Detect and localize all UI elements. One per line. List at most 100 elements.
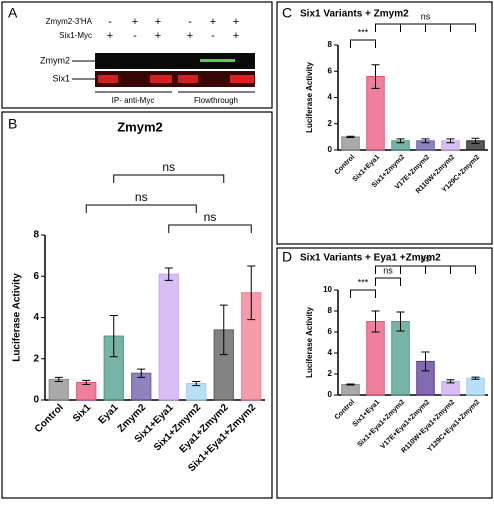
bracket bbox=[168, 224, 252, 233]
error-bar bbox=[192, 380, 201, 387]
y-tick-label: 4 bbox=[328, 93, 333, 102]
error-bar bbox=[471, 137, 480, 144]
chart-title: Six1 Variants + Zmym2 bbox=[300, 9, 409, 20]
chart-title: Zmym2 bbox=[117, 119, 163, 134]
blot-band bbox=[95, 53, 175, 69]
y-tick-label: 6 bbox=[328, 327, 333, 336]
error-bar bbox=[82, 379, 91, 386]
bar bbox=[158, 273, 179, 401]
error-bar bbox=[346, 135, 355, 139]
error-bar bbox=[371, 64, 380, 89]
sign: + bbox=[233, 16, 239, 28]
error-bar bbox=[396, 311, 405, 332]
sign: + bbox=[132, 16, 138, 28]
panel-a-frame bbox=[1, 1, 273, 109]
bar bbox=[391, 321, 410, 396]
x-tick-label: Eya1 bbox=[96, 402, 121, 427]
y-tick-label: 0 bbox=[33, 395, 39, 406]
panel-b-frame bbox=[1, 111, 273, 499]
row-label: Zmym2-3'HA bbox=[46, 17, 93, 26]
section-label: IP- anti-Myc bbox=[112, 96, 155, 105]
x-tick-label: Six1+Eya1+Zmym2 bbox=[356, 399, 406, 449]
band-label: Six1 bbox=[52, 73, 70, 83]
blot-signal bbox=[178, 75, 198, 83]
annotation: *** bbox=[358, 277, 369, 287]
panel-c-frame bbox=[276, 1, 493, 245]
y-tick-label: 4 bbox=[328, 348, 333, 357]
y-tick-label: 2 bbox=[33, 353, 39, 364]
sign: - bbox=[188, 16, 192, 28]
sign: + bbox=[155, 16, 161, 28]
sign: + bbox=[107, 30, 113, 42]
bar bbox=[341, 384, 360, 396]
band-label: Zmym2 bbox=[40, 55, 70, 65]
bracket bbox=[85, 204, 197, 213]
error-bar bbox=[446, 379, 455, 384]
sign: - bbox=[108, 16, 112, 28]
y-tick-label: 8 bbox=[328, 306, 333, 315]
annotation: *** bbox=[358, 27, 369, 37]
bar bbox=[76, 381, 97, 401]
error-bar bbox=[137, 368, 146, 378]
bracket bbox=[350, 39, 376, 48]
error-bar bbox=[421, 138, 430, 144]
annotation: ns bbox=[421, 253, 431, 263]
bar bbox=[341, 136, 360, 151]
error-bar bbox=[247, 265, 256, 321]
section-label: Flowthrough bbox=[194, 96, 238, 105]
y-tick-label: 2 bbox=[328, 119, 333, 128]
panel-d-frame bbox=[276, 247, 493, 499]
error-bar bbox=[446, 138, 455, 144]
chart-title: Six1 Variants + Eya1 +Zmym2 bbox=[300, 253, 441, 264]
x-tick-label: Control bbox=[33, 402, 66, 435]
x-tick-label: Control bbox=[334, 154, 357, 177]
x-tick-label: Y129C+Eya1+Zmym2 bbox=[426, 399, 481, 454]
sign: - bbox=[211, 30, 215, 42]
bar bbox=[466, 377, 485, 396]
error-bar bbox=[371, 310, 380, 333]
blot-signal bbox=[150, 75, 172, 83]
x-tick-label: Six1 bbox=[71, 402, 94, 425]
sign: + bbox=[233, 30, 239, 42]
annotation: ns bbox=[383, 265, 393, 275]
error-bar bbox=[346, 383, 355, 386]
y-tick-label: 4 bbox=[33, 312, 39, 323]
bar bbox=[48, 378, 69, 401]
panel-label: A bbox=[8, 5, 18, 21]
y-tick-label: 0 bbox=[328, 145, 333, 154]
annotation: ns bbox=[421, 11, 431, 21]
panel-label: B bbox=[8, 116, 17, 132]
error-bar bbox=[396, 138, 405, 144]
x-tick-label: Control bbox=[334, 399, 357, 422]
error-bar bbox=[219, 304, 228, 356]
y-tick-label: 8 bbox=[328, 40, 333, 49]
y-tick-label: 6 bbox=[328, 66, 333, 75]
sign: + bbox=[155, 30, 161, 42]
blot-signal bbox=[200, 59, 235, 62]
error-bar bbox=[421, 351, 430, 372]
panel-label: C bbox=[282, 5, 292, 21]
blot-signal bbox=[230, 75, 254, 83]
error-bar bbox=[471, 376, 480, 380]
error-bar bbox=[109, 314, 118, 358]
y-axis-label: Luciferase Activity bbox=[305, 62, 314, 133]
y-tick-label: 8 bbox=[33, 230, 39, 241]
bracket bbox=[113, 174, 225, 183]
annotation: ns bbox=[135, 190, 148, 204]
y-axis-label: Luciferase Activity bbox=[305, 307, 314, 378]
error-bar bbox=[164, 267, 173, 281]
bar bbox=[366, 321, 385, 396]
y-tick-label: 10 bbox=[323, 285, 332, 294]
sign: + bbox=[210, 16, 216, 28]
bracket bbox=[350, 289, 376, 298]
error-bar bbox=[54, 376, 63, 382]
blot-signal bbox=[98, 75, 118, 83]
x-tick-label: V17E+Eya1+Zmym2 bbox=[379, 399, 431, 451]
sign: - bbox=[133, 30, 137, 42]
annotation: ns bbox=[162, 160, 175, 174]
sign: + bbox=[187, 30, 193, 42]
y-tick-label: 2 bbox=[328, 369, 333, 378]
row-label: Six1-Myc bbox=[59, 31, 92, 40]
y-axis-label: Luciferase Activity bbox=[12, 273, 23, 362]
